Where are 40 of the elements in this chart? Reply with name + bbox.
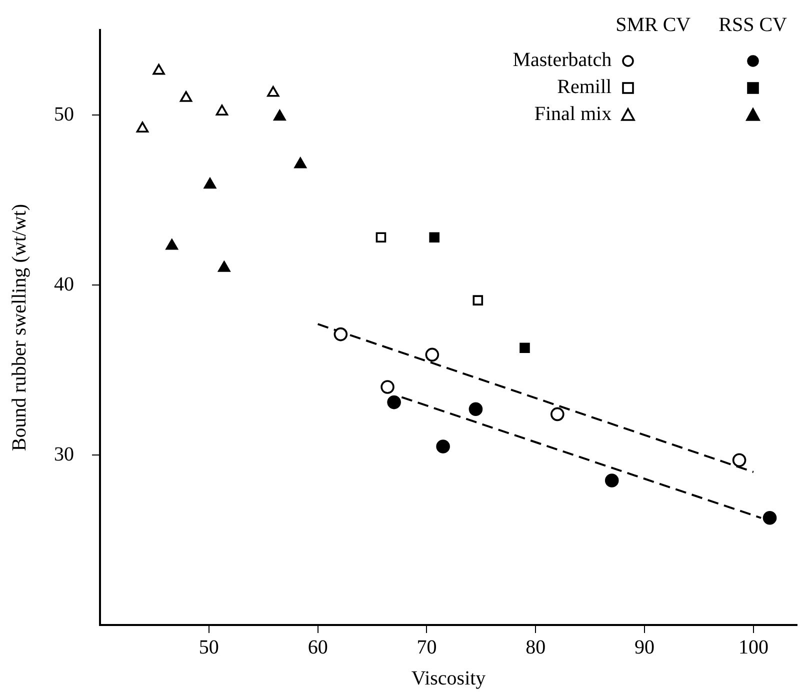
point bbox=[550, 407, 564, 422]
x-tick-label: 100 bbox=[738, 636, 768, 658]
point bbox=[429, 232, 440, 243]
point bbox=[136, 122, 149, 132]
point bbox=[218, 261, 230, 272]
point bbox=[267, 86, 280, 97]
point bbox=[152, 64, 165, 75]
y-tick-label: 50 bbox=[54, 103, 74, 126]
point bbox=[472, 295, 484, 306]
point bbox=[166, 239, 178, 250]
point bbox=[436, 440, 450, 454]
point bbox=[604, 474, 619, 488]
point bbox=[274, 110, 286, 121]
y-tick-label: 40 bbox=[54, 273, 74, 296]
point bbox=[732, 453, 746, 467]
x-tick-label: 70 bbox=[416, 636, 437, 658]
point bbox=[520, 342, 530, 354]
legend-label: Final mix bbox=[533, 102, 613, 127]
x-tick-label: 90 bbox=[634, 636, 655, 658]
legend-label: Masterbatch bbox=[512, 48, 613, 73]
x-tick-label: 60 bbox=[308, 636, 328, 658]
point bbox=[334, 327, 348, 342]
annotation: SMR CV bbox=[616, 13, 692, 38]
annotation: RSS CV bbox=[718, 13, 788, 38]
point bbox=[376, 232, 386, 243]
point bbox=[468, 402, 483, 416]
y-axis-title: Bound rubber swelling (wt/wt) bbox=[8, 204, 30, 452]
point bbox=[425, 348, 440, 362]
point bbox=[180, 91, 192, 102]
point bbox=[294, 157, 306, 168]
x-tick-label: 50 bbox=[198, 636, 219, 658]
x-tick-label: 80 bbox=[526, 636, 546, 658]
point bbox=[387, 395, 401, 410]
y-tick-label: 30 bbox=[54, 443, 74, 466]
point bbox=[216, 104, 228, 116]
legend-label: Remill bbox=[556, 75, 613, 100]
x-axis-title: Viscosity bbox=[411, 667, 486, 690]
point bbox=[204, 178, 216, 189]
point bbox=[762, 511, 777, 525]
point bbox=[380, 380, 394, 394]
